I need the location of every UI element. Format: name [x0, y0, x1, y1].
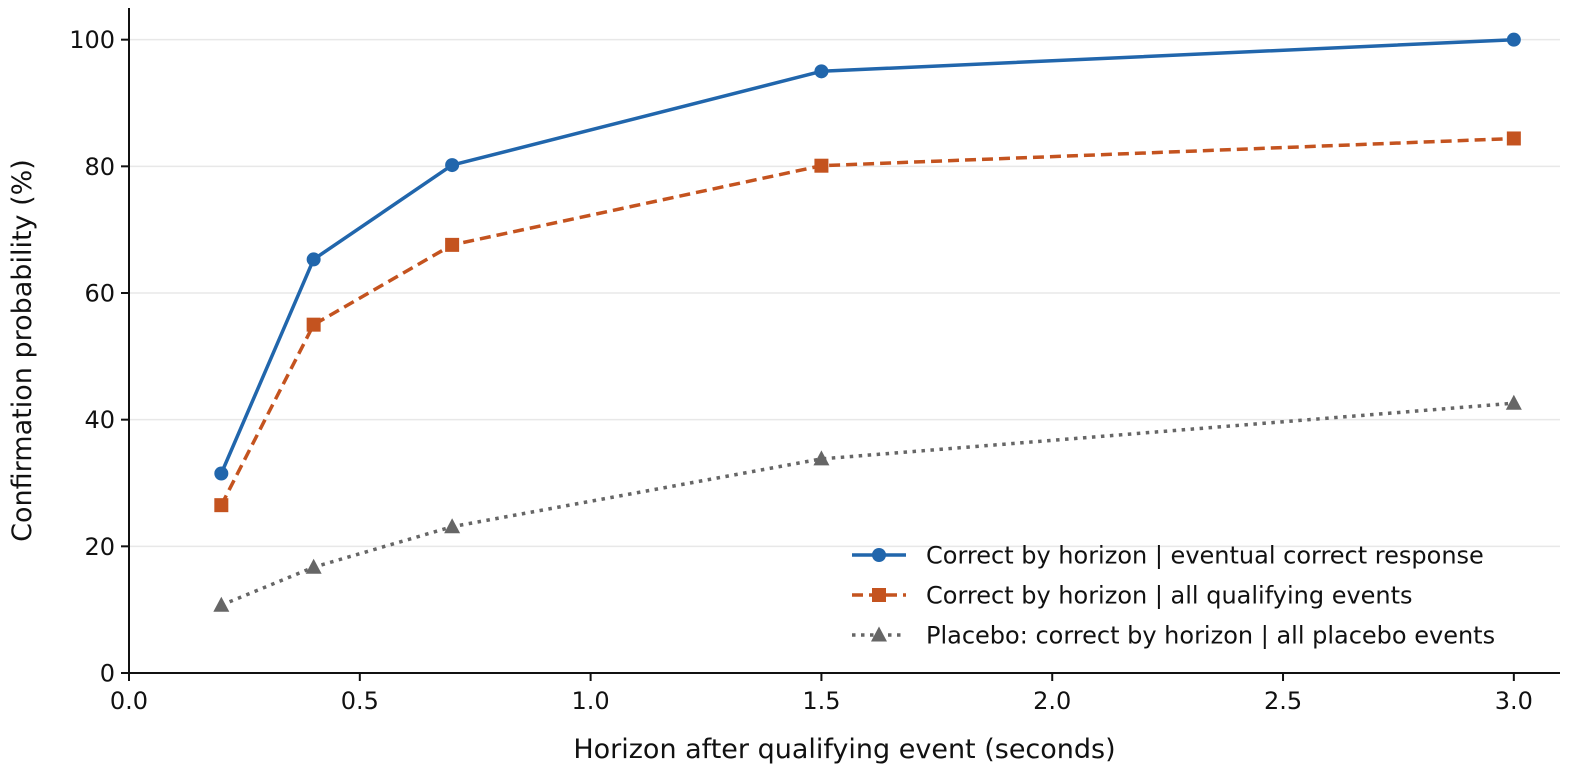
series-line-3 — [220, 401, 1514, 607]
y-tick-label: 0 — [100, 660, 115, 688]
y-tick-label: 20 — [84, 533, 115, 561]
legend-label: Correct by horizon | eventual correct re… — [926, 542, 1484, 570]
x-tick-label: 3.0 — [1495, 687, 1533, 715]
tick-labels: 0 20 40 60 80 100 0.0 0.5 1.0 1.5 2.0 2.5 3.0 — [69, 26, 1533, 715]
x-tick-label: 1.0 — [572, 687, 610, 715]
legend-marker — [872, 548, 886, 562]
y-tick-label: 80 — [84, 153, 115, 181]
data-point — [214, 498, 229, 513]
x-tick-label: 2.0 — [1033, 687, 1071, 715]
legend-label: Correct by horizon | all qualifying even… — [926, 582, 1413, 610]
legend-item-1: Correct by horizon | eventual correct re… — [852, 542, 1484, 570]
legend-item-3: Placebo: correct by horizon | all placeb… — [852, 622, 1495, 650]
legend-marker — [872, 588, 886, 602]
data-point — [306, 317, 321, 332]
y-tick-label: 100 — [69, 26, 115, 54]
legend-label: Placebo: correct by horizon | all placeb… — [926, 622, 1495, 650]
data-point — [214, 466, 229, 481]
data-point — [306, 252, 321, 267]
x-axis-label: Horizon after qualifying event (seconds) — [573, 734, 1115, 765]
data-point — [1505, 394, 1522, 410]
series-line-2 — [219, 136, 1514, 506]
y-tick-label: 40 — [84, 406, 115, 434]
data-point — [213, 596, 230, 612]
series-line-1 — [219, 37, 1514, 475]
series-1 — [214, 32, 1521, 481]
legend: Correct by horizon | eventual correct re… — [852, 542, 1495, 650]
series-group — [213, 32, 1522, 612]
series-2 — [214, 131, 1521, 513]
x-tick-label: 0.0 — [110, 687, 148, 715]
data-point — [305, 558, 322, 574]
series-3 — [213, 394, 1522, 612]
legend-marker — [871, 626, 887, 642]
data-point — [1506, 32, 1521, 47]
data-point — [445, 237, 460, 252]
legend-item-2: Correct by horizon | all qualifying even… — [852, 582, 1413, 610]
y-axis-label: Confirmation probability (%) — [7, 159, 38, 542]
x-tick-label: 1.5 — [802, 687, 840, 715]
data-point — [814, 64, 829, 79]
data-point — [444, 518, 461, 534]
data-point — [445, 158, 460, 173]
x-tick-label: 0.5 — [341, 687, 379, 715]
data-point — [1506, 131, 1521, 146]
x-tick-label: 2.5 — [1264, 687, 1302, 715]
data-point — [814, 158, 829, 173]
axes — [121, 8, 1560, 681]
y-tick-label: 60 — [84, 280, 115, 308]
grid-lines — [129, 38, 1560, 548]
data-point — [813, 450, 830, 466]
